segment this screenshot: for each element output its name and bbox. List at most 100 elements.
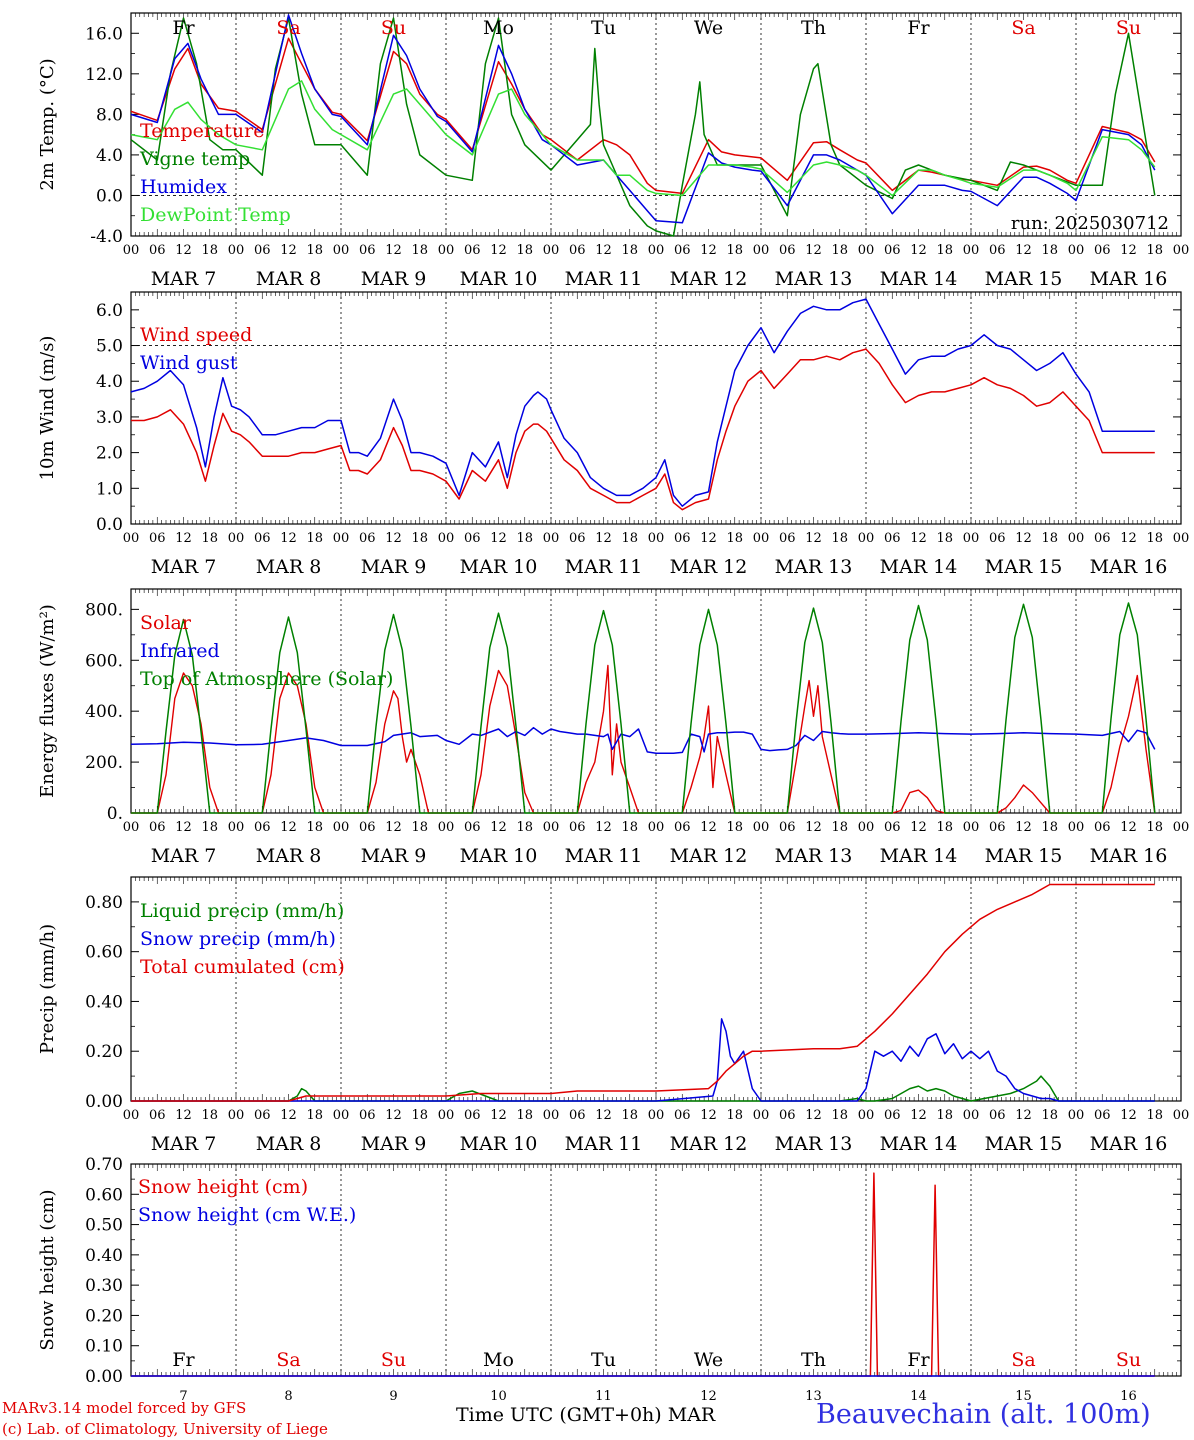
x-hour-label: 00 [543,531,560,546]
x-hour-label: 06 [149,243,166,258]
weekday-label: Th [801,1349,826,1371]
x-hour-label: 06 [674,243,691,258]
x-date-label: MAR 13 [775,556,853,578]
weekday-label: Sa [1011,17,1035,39]
y-tick-label: 0.40 [85,992,123,1012]
x-hour-label: 18 [411,531,428,546]
x-day-number: 14 [910,1389,927,1404]
x-date-label: MAR 16 [1090,1133,1168,1155]
x-date-label: MAR 11 [565,1133,643,1155]
x-hour-label: 06 [464,531,481,546]
y-tick-label: 0.30 [85,1276,123,1296]
x-hour-label: 12 [805,1108,822,1123]
x-hour-label: 06 [254,531,271,546]
time-axis-label: Time UTC (GMT+0h) MAR [456,1404,715,1426]
x-hour-label: 12 [175,243,192,258]
x-hour-label: 00 [1068,820,1085,835]
x-day-number: 7 [179,1389,187,1404]
x-hour-label: 12 [595,243,612,258]
x-day-number: 15 [1015,1389,1032,1404]
x-hour-label: 18 [621,1108,638,1123]
x-hour-label: 06 [989,243,1006,258]
x-hour-label: 00 [1068,531,1085,546]
y-tick-label: 0.70 [85,1155,123,1175]
x-hour-label: 00 [438,1108,455,1123]
series-line-blue [131,1018,1155,1102]
x-date-label: MAR 7 [151,845,217,867]
panel-1: -4.0 0.0 4.0 8.0 12.0 16.0 2m Temp. (°C) Temper… [37,12,1190,290]
x-hour-label: 06 [989,1108,1006,1123]
x-hour-label: 12 [385,531,402,546]
x-hour-label: 12 [385,820,402,835]
legend-entry: Snow height (cm) [138,1176,308,1198]
x-date-label: MAR 14 [880,556,958,578]
x-hour-label: 00 [753,1108,770,1123]
x-hour-label: 12 [385,1108,402,1123]
x-hour-label: 12 [490,531,507,546]
x-hour-label: 12 [1120,243,1137,258]
x-hour-label: 06 [779,1108,796,1123]
y-tick-label: 6.0 [96,301,123,321]
x-hour-label: 18 [411,243,428,258]
x-hour-label: 18 [621,243,638,258]
x-hour-label: 18 [516,1108,533,1123]
weekday-label: Fr [907,1349,930,1371]
x-date-label: MAR 14 [880,268,958,290]
y-tick-label: 0.60 [85,943,123,963]
x-hour-label: 18 [1146,243,1163,258]
x-hour-label: 18 [516,243,533,258]
x-date-label: MAR 8 [256,1133,322,1155]
legend-entry: Snow precip (mm/h) [140,928,336,950]
panel-3: 0. 200. 400. 600. 800. Energy fluxes (W/m²) So… [37,588,1189,867]
y-tick-label: 4.0 [96,146,123,166]
x-hour-label: 12 [805,531,822,546]
x-hour-label: 12 [490,1108,507,1123]
weekday-label: Fr [172,1349,195,1371]
x-hour-label: 18 [1041,243,1058,258]
x-date-label: MAR 13 [775,268,853,290]
legend-entry: Vigne temp [139,148,250,170]
weekday-label: Fr [172,17,195,39]
x-date-label: MAR 9 [361,1133,427,1155]
x-hour-label: 18 [831,531,848,546]
x-hour-label: 12 [1120,820,1137,835]
legend-entry: Top of Atmosphere (Solar) [140,668,393,690]
time-axis-text: Time UTC (GMT+0h) [456,1404,662,1426]
x-hour-label: 00 [123,531,140,546]
x-hour-label: 00 [1173,243,1190,258]
x-date-label: MAR 7 [151,268,217,290]
x-hour-label: 12 [280,1108,297,1123]
x-hour-label: 00 [123,1108,140,1123]
x-hour-label: 06 [464,820,481,835]
x-hour-label: 12 [700,1108,717,1123]
run-annotation: run: 2025030712 [1011,213,1169,234]
x-hour-label: 06 [884,531,901,546]
x-hour-label: 06 [149,1108,166,1123]
x-date-label: MAR 8 [256,845,322,867]
x-hour-label: 18 [306,820,323,835]
x-hour-label: 12 [595,1108,612,1123]
x-hour-label: 18 [306,531,323,546]
copyright-credit: (c) Lab. of Climatology, University of L… [2,1420,328,1438]
x-hour-label: 06 [569,531,586,546]
y-tick-label: 0.50 [85,1216,123,1236]
x-date-label: MAR 12 [670,268,748,290]
x-date-label: MAR 13 [775,845,853,867]
legend-entry: Wind speed [140,324,252,346]
x-hour-label: 12 [280,820,297,835]
y-tick-label: -4.0 [90,227,123,247]
x-hour-label: 00 [858,820,875,835]
x-hour-label: 18 [1146,1108,1163,1123]
x-hour-label: 18 [936,243,953,258]
y-tick-label: 800. [85,600,123,620]
x-hour-label: 06 [989,820,1006,835]
x-hour-label: 18 [1146,531,1163,546]
x-hour-label: 12 [700,820,717,835]
x-date-label: MAR 10 [460,1133,538,1155]
x-hour-label: 00 [543,1108,560,1123]
x-hour-label: 00 [123,820,140,835]
x-hour-label: 12 [490,243,507,258]
x-hour-label: 00 [648,531,665,546]
x-hour-label: 12 [175,531,192,546]
x-hour-label: 00 [753,243,770,258]
